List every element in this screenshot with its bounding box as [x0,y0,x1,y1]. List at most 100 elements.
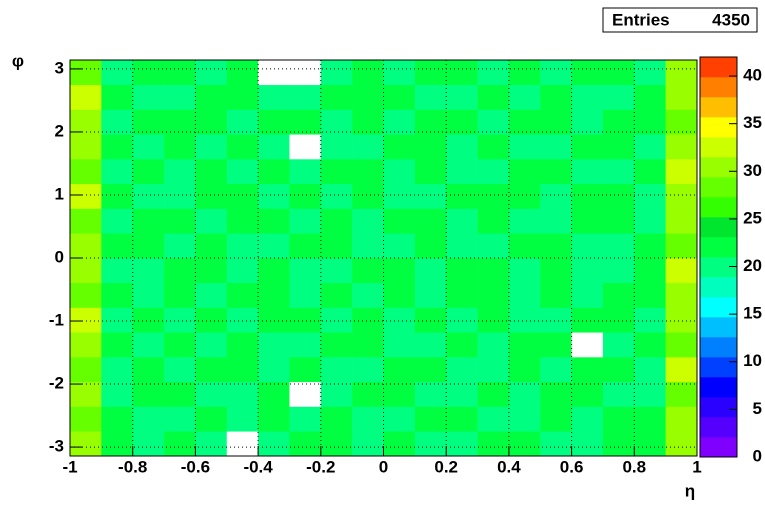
colorbar-band [700,237,737,258]
cell [508,307,541,333]
cell [508,282,541,308]
cell [320,406,353,432]
cell [446,307,478,333]
cell [602,431,635,457]
cell [665,406,698,432]
cell [289,357,322,383]
cell [320,159,353,185]
cell [540,134,572,160]
cell [70,406,102,432]
cell [195,431,228,457]
stats-value: 4350 [712,10,750,29]
x-tick-label: -1 [62,457,77,476]
cell [226,307,259,333]
cell [132,282,165,308]
cell [70,431,102,457]
cell [101,357,133,383]
cell [665,159,698,185]
cell [477,332,510,358]
cell [101,282,133,308]
cell [258,208,290,234]
cell [414,282,447,308]
cell [446,381,478,407]
cell [477,84,510,110]
cell [477,60,510,86]
cell [164,381,196,407]
cell [132,159,165,185]
x-tick-label: -0.4 [243,457,273,476]
cell [571,109,604,135]
cell [665,332,698,358]
cell [602,84,635,110]
y-tick-label: -2 [49,374,64,393]
cell [352,381,384,407]
z-tick-label: 0 [753,446,762,465]
cell [195,84,228,110]
cell [132,208,165,234]
cell [414,431,447,457]
cell [352,183,384,209]
cell [602,357,635,383]
cell [258,134,290,160]
cell [132,357,165,383]
cell [634,208,666,234]
cell [164,332,196,358]
cell [383,282,416,308]
cell [195,134,228,160]
cell [164,307,196,333]
cell [132,332,165,358]
cell [508,183,541,209]
x-tick-label: 0.4 [497,457,521,476]
cell [226,60,259,86]
cell [571,60,604,86]
cell [132,381,165,407]
colorbar-band [700,177,737,198]
cell [258,282,290,308]
cell [289,406,322,432]
cell [164,258,196,284]
cell [634,381,666,407]
cell [540,431,572,457]
cell [320,282,353,308]
cell [195,159,228,185]
cell [226,134,259,160]
cell [383,307,416,333]
cell [164,60,196,86]
cell [195,332,228,358]
cell [164,357,196,383]
y-tick-label: 1 [55,184,64,203]
cell [540,258,572,284]
cell [383,406,416,432]
colorbar-band [700,77,737,98]
cell [70,183,102,209]
z-tick-label: 30 [743,161,762,180]
cell [258,233,290,259]
cell [352,208,384,234]
cell [383,233,416,259]
cell [602,282,635,308]
cell [132,134,165,160]
cell [665,381,698,407]
cell [226,282,259,308]
cell [320,183,353,209]
colorbar-band [700,357,737,378]
y-axis-label: φ [12,51,24,70]
cell [602,258,635,284]
cell [289,233,322,259]
cell [289,109,322,135]
cell [101,431,133,457]
y-tick-label: -3 [49,437,64,456]
cell [602,233,635,259]
cell [477,307,510,333]
cell [226,109,259,135]
cell [289,183,322,209]
colorbar-band [700,417,737,438]
cell [634,307,666,333]
cell [352,134,384,160]
cell [540,60,572,86]
z-tick-label: 40 [743,66,762,85]
cell [164,84,196,110]
cell [508,357,541,383]
cell [414,60,447,86]
cell [446,84,478,110]
